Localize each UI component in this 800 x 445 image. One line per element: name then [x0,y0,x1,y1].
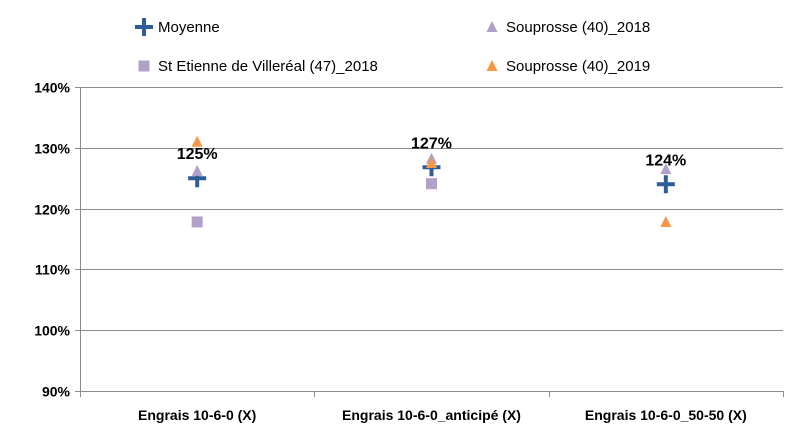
data-labels: 125% 127% 124% [177,135,687,169]
legend-item: Souprosse (40)_2018 [486,19,650,36]
legend-label: Souprosse (40)_2018 [506,19,650,36]
legend-item: Souprosse (40)_2019 [486,58,650,75]
x-category-label: Engrais 10-6-0 (X) [138,407,256,423]
data-point-triangle [426,157,437,168]
data-point-plus [656,175,675,194]
data-point-square [191,216,203,228]
x-category-label: Engrais 10-6-0_50-50 (X) [585,407,747,423]
x-category-label: Engrais 10-6-0_anticipé (X) [342,407,521,423]
y-tick-label: 110% [35,262,71,278]
data-point-triangle [191,135,203,147]
axes [80,87,783,392]
x-axis-categories: Engrais 10-6-0 (X) Engrais 10-6-0_anticip… [80,391,784,423]
legend: Moyenne St Etienne de Villeréal (47)_2018… [135,18,650,75]
legend-marker-plus [135,18,153,36]
y-tick-label: 120% [34,202,70,218]
y-tick-label: 90% [42,384,71,400]
y-tick-label: 130% [34,141,70,157]
data-point-square [426,178,437,190]
y-axis-ticks: 90% 100% 110% 120% 130% 140% [34,80,80,400]
data-point-triangle [191,164,203,176]
legend-item: Moyenne [135,18,220,36]
data-label: 127% [411,135,452,152]
data-point-triangle [660,163,672,175]
legend-marker-triangle [486,21,498,32]
data-label: 125% [177,146,218,163]
data-label: 124% [645,152,686,169]
legend-item: St Etienne de Villeréal (47)_2018 [138,58,378,75]
gridlines [80,87,783,331]
data-point-plus [188,169,207,188]
legend-marker-square [138,60,150,72]
y-tick-label: 140% [34,80,70,96]
legend-marker-triangle [486,60,498,71]
legend-label: Souprosse (40)_2019 [506,58,650,75]
y-tick-label: 100% [34,323,70,339]
data-points [188,135,675,228]
data-point-triangle [660,215,672,227]
legend-label: Moyenne [158,19,220,36]
legend-label: St Etienne de Villeréal (47)_2018 [158,58,378,75]
